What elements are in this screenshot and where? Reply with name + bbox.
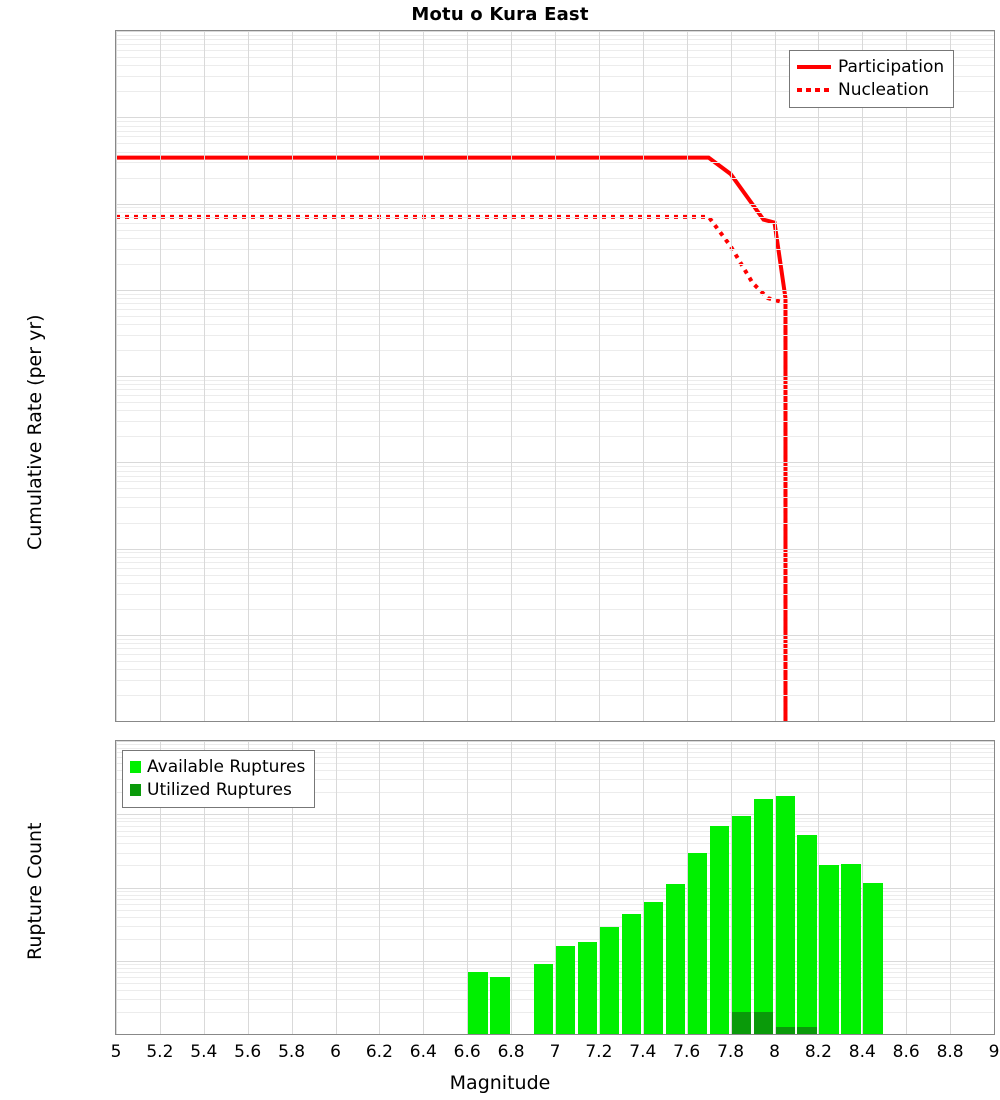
rupture-count-y-label: Rupture Count xyxy=(24,822,46,961)
rupture-bar xyxy=(621,914,642,1034)
x-tick-label: 5 xyxy=(110,1042,122,1062)
cumulative-rate-panel xyxy=(115,30,995,722)
rupture-bar xyxy=(490,977,510,1034)
utilized-bar-segment xyxy=(731,1011,751,1034)
x-tick-label: 7.6 xyxy=(673,1042,701,1062)
x-tick-label: 5.8 xyxy=(278,1042,306,1062)
legend-label: Utilized Ruptures xyxy=(147,779,292,800)
rupture-count-panel xyxy=(115,740,995,1035)
rupture-bar xyxy=(775,795,795,1034)
magnitude-x-axis: 5 5.2 5.4 5.6 5.8 6 6.2 6.4 6.6 6.8 7 7.2 7.4 7.6 7.8 8… xyxy=(0,1042,1000,1066)
x-tick-label: 8.6 xyxy=(892,1042,920,1062)
legend-swatch-dark-icon xyxy=(130,782,142,798)
rupture-bar xyxy=(797,835,817,1034)
cumulative-rate-plot-area xyxy=(116,31,994,721)
curve-participation xyxy=(116,155,788,721)
rupture-legend: Available Ruptures Utilized Ruptures xyxy=(122,750,316,809)
rupture-bar xyxy=(863,883,883,1034)
legend-label: Participation xyxy=(838,57,945,77)
utilized-bar-segment xyxy=(775,1027,795,1034)
x-tick-label: 6.2 xyxy=(365,1042,393,1062)
utilized-bar-segment xyxy=(753,1011,773,1034)
legend-item-dark: Utilized Ruptures xyxy=(130,779,305,802)
legend-key-solid-icon xyxy=(797,59,831,75)
magnitude-x-label: Magnitude xyxy=(449,1072,551,1094)
rupture-bar xyxy=(709,825,730,1034)
rupture-bar xyxy=(599,926,620,1034)
x-tick-label: 8.8 xyxy=(936,1042,964,1062)
x-tick-label: 6.6 xyxy=(453,1042,481,1062)
x-tick-label: 6.4 xyxy=(409,1042,437,1062)
x-tick-label: 9 xyxy=(988,1042,1000,1062)
legend-swatch-bright-icon xyxy=(130,759,142,775)
rupture-bar xyxy=(534,964,554,1034)
x-tick-label: 5.6 xyxy=(234,1042,262,1062)
rupture-bar xyxy=(819,865,839,1034)
x-tick-label: 5.2 xyxy=(146,1042,174,1062)
x-tick-label: 7 xyxy=(549,1042,561,1062)
x-tick-label: 7.4 xyxy=(629,1042,657,1062)
rupture-bar xyxy=(665,883,686,1034)
rate-legend: Participation Nucleation xyxy=(789,50,955,109)
x-tick-label: 7.8 xyxy=(717,1042,745,1062)
legend-item-dotted: Nucleation xyxy=(797,79,944,102)
rupture-bar xyxy=(556,945,576,1034)
rupture-bar xyxy=(841,863,861,1034)
x-tick-label: 8 xyxy=(769,1042,780,1062)
legend-label: Nucleation xyxy=(838,79,930,100)
figure-title: Motu o Kura East xyxy=(411,4,589,25)
x-tick-label: 5.4 xyxy=(190,1042,218,1062)
rupture-bar xyxy=(577,942,598,1034)
utilized-bar-segment xyxy=(797,1027,817,1034)
rupture-count-plot-area xyxy=(116,741,994,1034)
legend-key-dotted-icon xyxy=(797,82,831,98)
rupture-bar xyxy=(687,852,708,1034)
rupture-bar xyxy=(468,972,488,1034)
rupture-bar xyxy=(643,902,664,1034)
legend-label: Available Ruptures xyxy=(147,757,306,777)
x-tick-label: 6.8 xyxy=(497,1042,525,1062)
x-tick-label: 7.2 xyxy=(585,1042,613,1062)
curve-nucleation xyxy=(116,214,788,721)
rupture-bar xyxy=(731,815,751,1034)
cumulative-rate-y-label: Cumulative Rate (per yr) xyxy=(24,314,46,550)
x-tick-label: 6 xyxy=(330,1042,341,1062)
legend-item-solid: Participation xyxy=(797,56,944,79)
x-tick-label: 8.4 xyxy=(848,1042,876,1062)
legend-item-bright: Available Ruptures xyxy=(130,756,305,779)
x-tick-label: 8.2 xyxy=(804,1042,832,1062)
rupture-bar xyxy=(753,799,773,1034)
